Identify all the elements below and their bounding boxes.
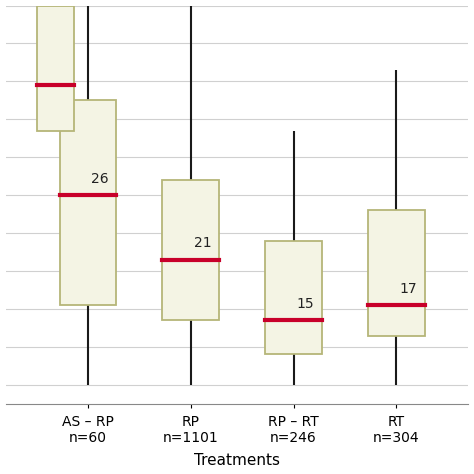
Text: 21: 21 — [194, 236, 211, 250]
FancyBboxPatch shape — [163, 180, 219, 320]
X-axis label: Treatments: Treatments — [194, 454, 280, 468]
FancyBboxPatch shape — [37, 6, 73, 131]
Text: 26: 26 — [91, 172, 109, 186]
FancyBboxPatch shape — [60, 100, 116, 305]
FancyBboxPatch shape — [265, 241, 322, 355]
Text: 15: 15 — [297, 297, 314, 311]
FancyBboxPatch shape — [368, 210, 425, 336]
Text: 17: 17 — [400, 282, 417, 296]
